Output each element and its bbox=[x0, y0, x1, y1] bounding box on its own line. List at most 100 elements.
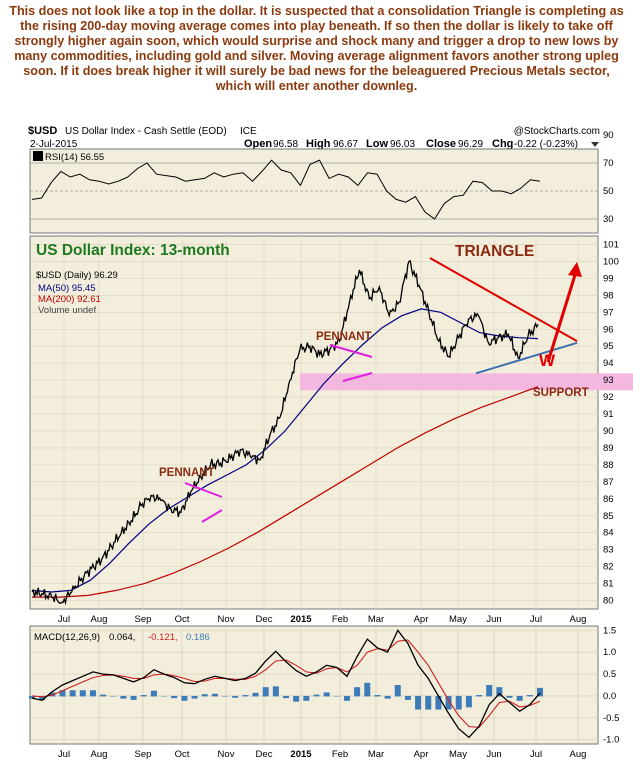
w-label: W bbox=[539, 351, 556, 370]
macd-legend-signal: -0.121, bbox=[148, 632, 178, 643]
pennant2-lower bbox=[342, 372, 373, 382]
brand-logo: @StockCharts.com bbox=[514, 126, 600, 137]
macd-histogram-bar bbox=[465, 695, 472, 708]
arrow-head-icon bbox=[568, 262, 582, 277]
macd-panel bbox=[29, 625, 599, 745]
header-exchange: ICE bbox=[240, 126, 257, 137]
x-tick-label: Dec bbox=[256, 749, 273, 760]
price-tick-label: 100 bbox=[603, 256, 619, 267]
macd-histogram-bar bbox=[333, 695, 340, 697]
price-tick-label: 93 bbox=[603, 375, 614, 386]
macd-tick-label: 1.0 bbox=[603, 647, 616, 658]
price-tick-label: 80 bbox=[603, 596, 614, 607]
macd-histogram-bar bbox=[486, 685, 493, 697]
macd-histogram-bar bbox=[201, 694, 208, 697]
macd-histogram-bar bbox=[445, 695, 452, 710]
macd-histogram-bar bbox=[496, 687, 503, 697]
macd-histogram-bar bbox=[394, 685, 401, 697]
macd-histogram-bar bbox=[384, 695, 391, 699]
header-symbol: $USD bbox=[28, 125, 57, 137]
macd-histogram-bar bbox=[89, 690, 96, 697]
chevron-down-icon[interactable] bbox=[591, 142, 599, 147]
support-label: SUPPORT bbox=[533, 387, 589, 399]
macd-histogram-bar bbox=[354, 687, 361, 697]
rsi-axis: 30 50 70 90 bbox=[603, 130, 614, 225]
macd-histogram-bar bbox=[29, 695, 35, 699]
ma200-line bbox=[32, 386, 539, 598]
price-tick-label: 90 bbox=[603, 426, 614, 437]
rsi-tick-label: 50 bbox=[603, 186, 614, 197]
x-tick-label: Apr bbox=[414, 749, 429, 760]
x-tick-label: Oct bbox=[175, 749, 190, 760]
macd-histogram-bar bbox=[211, 693, 218, 697]
x-tick-label: Jun bbox=[486, 614, 501, 625]
price-panel bbox=[29, 235, 599, 610]
triangle-upper-line bbox=[429, 257, 578, 342]
low-value: 96.03 bbox=[390, 139, 415, 150]
breakout-arrow bbox=[546, 274, 577, 363]
x-tick-label: Dec bbox=[256, 614, 273, 625]
x-tick-label: 2015 bbox=[290, 749, 312, 760]
chg-value: -0.22 (-0.23%) bbox=[514, 139, 578, 150]
pennant1-lower bbox=[201, 509, 223, 523]
macd-histogram bbox=[29, 682, 543, 710]
macd-histogram-bar bbox=[272, 686, 279, 697]
macd-tick-label: 0.5 bbox=[603, 669, 616, 680]
x-tick-label: Mar bbox=[368, 749, 384, 760]
macd-histogram-bar bbox=[455, 695, 462, 710]
rsi-tick-label: 30 bbox=[603, 214, 614, 225]
price-tick-label: 81 bbox=[603, 579, 614, 590]
x-tick-label: Aug bbox=[91, 614, 108, 625]
header-date: 2-Jul-2015 bbox=[30, 139, 78, 150]
price-tick-label: 94 bbox=[603, 358, 614, 369]
price-tick-label: 98 bbox=[603, 290, 614, 301]
close-label: Close bbox=[426, 138, 456, 150]
price-tick-label: 96 bbox=[603, 324, 614, 335]
macd-histogram-bar bbox=[526, 695, 533, 697]
price-tick-label: 87 bbox=[603, 477, 614, 488]
x-tick-label: Aug bbox=[91, 749, 108, 760]
macd-histogram-bar bbox=[404, 695, 411, 700]
x-tick-label: Feb bbox=[332, 614, 348, 625]
macd-histogram-bar bbox=[516, 695, 523, 701]
macd-tick-label: 0.0 bbox=[603, 691, 616, 702]
macd-histogram-bar bbox=[242, 695, 249, 697]
macd-histogram-bar bbox=[374, 695, 381, 697]
macd-histogram-bar bbox=[161, 695, 168, 697]
rsi-legend-swatch bbox=[33, 151, 43, 161]
macd-histogram-bar bbox=[100, 694, 107, 697]
macd-histogram-bar bbox=[130, 695, 137, 700]
x-tick-label: 2015 bbox=[290, 614, 312, 625]
macd-histogram-bar bbox=[537, 687, 543, 697]
macd-line bbox=[31, 629, 541, 739]
chart-area: $USD US Dollar Index - Cash Settle (EOD)… bbox=[28, 125, 633, 760]
support-band bbox=[300, 373, 633, 391]
macd-histogram-bar bbox=[252, 692, 259, 697]
headline-commentary: This does not look like a top in the dol… bbox=[9, 4, 624, 93]
x-tick-label: Jul bbox=[58, 749, 70, 760]
price-tick-label: 101 bbox=[603, 239, 619, 250]
x-tick-label: Jul bbox=[58, 614, 70, 625]
chg-label: Chg bbox=[492, 138, 513, 150]
x-axis-main: Jul Aug Sep Oct Nov Dec 2015 Feb Mar Apr May Jun Jul… bbox=[58, 614, 587, 625]
ma50-legend: MA(50) 95.45 bbox=[38, 283, 96, 294]
x-tick-label: Oct bbox=[175, 614, 190, 625]
macd-histogram-bar bbox=[232, 695, 239, 698]
rsi-tick-label: 90 bbox=[603, 130, 614, 141]
macd-histogram-bar bbox=[425, 695, 432, 710]
signal-line bbox=[31, 639, 541, 728]
macd-histogram-bar bbox=[283, 695, 289, 699]
macd-tick-label: -0.5 bbox=[603, 713, 619, 724]
x-tick-label: Jun bbox=[486, 749, 501, 760]
price-tick-label: 97 bbox=[603, 307, 614, 318]
x-tick-label: Sep bbox=[135, 614, 152, 625]
macd-histogram-bar bbox=[69, 690, 76, 697]
price-tick-label: 86 bbox=[603, 494, 614, 505]
pennant2-upper bbox=[329, 344, 373, 358]
macd-histogram-bar bbox=[293, 695, 300, 702]
x-tick-label: Nov bbox=[218, 614, 235, 625]
macd-histogram-bar bbox=[79, 690, 86, 697]
macd-histogram-bar bbox=[171, 695, 178, 699]
price-tick-label: 84 bbox=[603, 528, 614, 539]
ma200-legend: MA(200) 92.61 bbox=[38, 294, 101, 305]
